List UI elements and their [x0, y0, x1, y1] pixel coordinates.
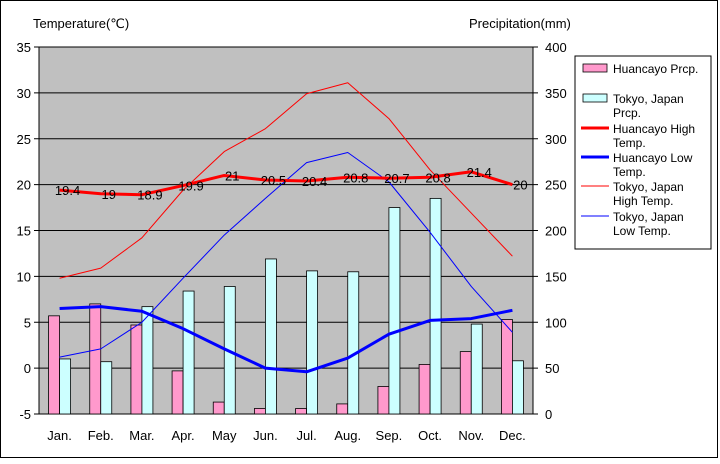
data-label: 19 [102, 187, 116, 202]
x-tick-label: May [212, 428, 237, 443]
left-axis-title: Temperature(℃) [33, 16, 129, 31]
huancayo-prcp-bar [336, 403, 349, 415]
data-label: 20.4 [302, 174, 327, 189]
tokyo-prcp-bar [182, 290, 195, 415]
huancayo-prcp-bar [459, 351, 472, 415]
legend-label: Tokyo, Japan [613, 210, 684, 224]
legend-label: Huancayo Prcp. [613, 62, 698, 76]
left-tick-label: 5 [24, 315, 31, 330]
tokyo-prcp-bar [347, 271, 360, 415]
huancayo-prcp-bar [89, 303, 102, 415]
data-label: 21.4 [467, 165, 492, 180]
legend-label: High Temp. [613, 194, 673, 208]
legend-label: Tokyo, Japan [613, 180, 684, 194]
right-tick-label: 150 [545, 269, 567, 284]
x-tick-label: Jun. [253, 428, 278, 443]
right-axis-title: Precipitation(mm) [469, 16, 571, 31]
huancayo-prcp-bar [254, 408, 266, 415]
tokyo-prcp-bar [141, 306, 154, 415]
right-tick-label: 400 [545, 40, 567, 55]
tokyo-prcp-bar [265, 258, 277, 415]
right-tick-label: 350 [545, 86, 567, 101]
huancayo-prcp-bar [377, 386, 390, 415]
huancayo-prcp-bar [295, 408, 307, 415]
data-label: 19.4 [55, 183, 80, 198]
huancayo-prcp-bar [48, 315, 60, 415]
legend-label: Huancayo High [613, 122, 695, 136]
huancayo-prcp-bar [418, 364, 431, 415]
tokyo-prcp-bar [59, 358, 71, 415]
x-tick-label: Sep. [376, 428, 403, 443]
left-tick-label: 0 [24, 361, 31, 376]
legend-label: Huancayo Low [613, 151, 693, 165]
left-tick-label: 20 [17, 178, 31, 193]
data-label: 20.7 [384, 171, 409, 186]
legend-swatch [582, 63, 608, 73]
legend-label: Low Temp. [613, 224, 671, 238]
data-label: 20.8 [425, 170, 450, 185]
tokyo-prcp-bar [470, 323, 483, 415]
huancayo-prcp-bar [212, 401, 225, 415]
right-tick-label: 100 [545, 315, 567, 330]
tokyo-prcp-bar [429, 197, 442, 415]
x-tick-label: Feb. [88, 428, 114, 443]
right-tick-label: 200 [545, 224, 567, 239]
data-label: 20 [513, 178, 527, 193]
right-tick-label: 250 [545, 178, 567, 193]
left-tick-label: 30 [17, 86, 31, 101]
tokyo-prcp-bar [512, 360, 524, 415]
x-tick-label: Aug. [334, 428, 361, 443]
x-tick-label: Jul. [296, 428, 316, 443]
x-tick-label: Dec. [499, 428, 526, 443]
left-tick-label: 10 [17, 269, 31, 284]
right-tick-label: 300 [545, 132, 567, 147]
data-label: 18.9 [137, 188, 162, 203]
data-label: 20.5 [261, 173, 286, 188]
data-label: 19.9 [178, 179, 203, 194]
x-tick-label: Oct. [418, 428, 442, 443]
legend-label: Tokyo, Japan [613, 92, 684, 106]
x-tick-label: Apr. [172, 428, 195, 443]
legend-swatch [582, 93, 608, 103]
tokyo-prcp-bar [100, 361, 113, 415]
legend-box [574, 55, 712, 250]
tokyo-prcp-bar [306, 270, 318, 415]
huancayo-prcp-bar [501, 319, 513, 415]
left-tick-label: 25 [17, 132, 31, 147]
data-label: 20.8 [343, 170, 368, 185]
tokyo-prcp-bar [388, 207, 401, 415]
huancayo-high-line [59, 170, 513, 197]
data-label: 21 [225, 168, 239, 183]
huancayo-low-line [59, 305, 513, 374]
legend-label: Temp. [613, 165, 646, 179]
x-tick-label: Jan. [47, 428, 72, 443]
legend-label: Temp. [613, 136, 646, 150]
legend-label: Prcp. [613, 106, 641, 120]
left-tick-label: -5 [19, 407, 31, 422]
x-tick-label: Nov. [458, 428, 484, 443]
left-tick-label: 35 [17, 40, 31, 55]
x-tick-label: Mar. [129, 428, 154, 443]
left-tick-label: 15 [17, 224, 31, 239]
huancayo-prcp-bar [171, 370, 184, 415]
right-tick-label: 50 [545, 361, 559, 376]
huancayo-prcp-bar [130, 324, 143, 415]
right-tick-label: 0 [545, 407, 552, 422]
